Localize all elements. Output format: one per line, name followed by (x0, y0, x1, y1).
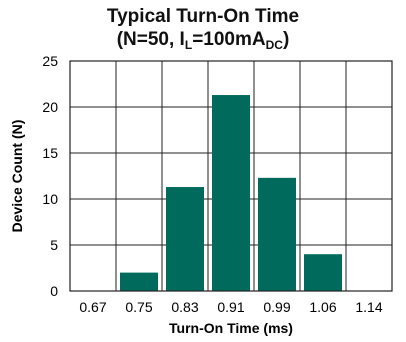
y-tick-label: 25 (42, 53, 58, 69)
x-tick-label: 0.67 (79, 299, 106, 315)
histogram-bar (120, 272, 158, 291)
y-tick-label: 15 (42, 145, 58, 161)
y-tick-label: 0 (50, 283, 58, 299)
x-tick-label: 1.06 (309, 299, 336, 315)
histogram-bar (304, 254, 342, 291)
histogram-bar (258, 177, 296, 291)
y-axis-label: Device Count (N) (9, 120, 25, 233)
x-axis-label: Turn-On Time (ms) (169, 320, 293, 336)
chart-subtitle: (N=50, IL=100mADC) (116, 29, 290, 52)
y-tick-label: 5 (50, 237, 58, 253)
histogram-bar (166, 187, 204, 291)
histogram-bar (212, 95, 250, 291)
x-tick-label: 0.75 (125, 299, 152, 315)
y-tick-label: 10 (42, 191, 58, 207)
x-tick-label: 1.14 (355, 299, 382, 315)
y-tick-label: 20 (42, 99, 58, 115)
plot-frame (69, 60, 393, 292)
chart-title: Typical Turn-On Time (106, 6, 300, 27)
x-tick-label: 0.99 (263, 299, 290, 315)
x-tick-label: 0.91 (217, 299, 244, 315)
x-tick-label: 0.83 (171, 299, 198, 315)
